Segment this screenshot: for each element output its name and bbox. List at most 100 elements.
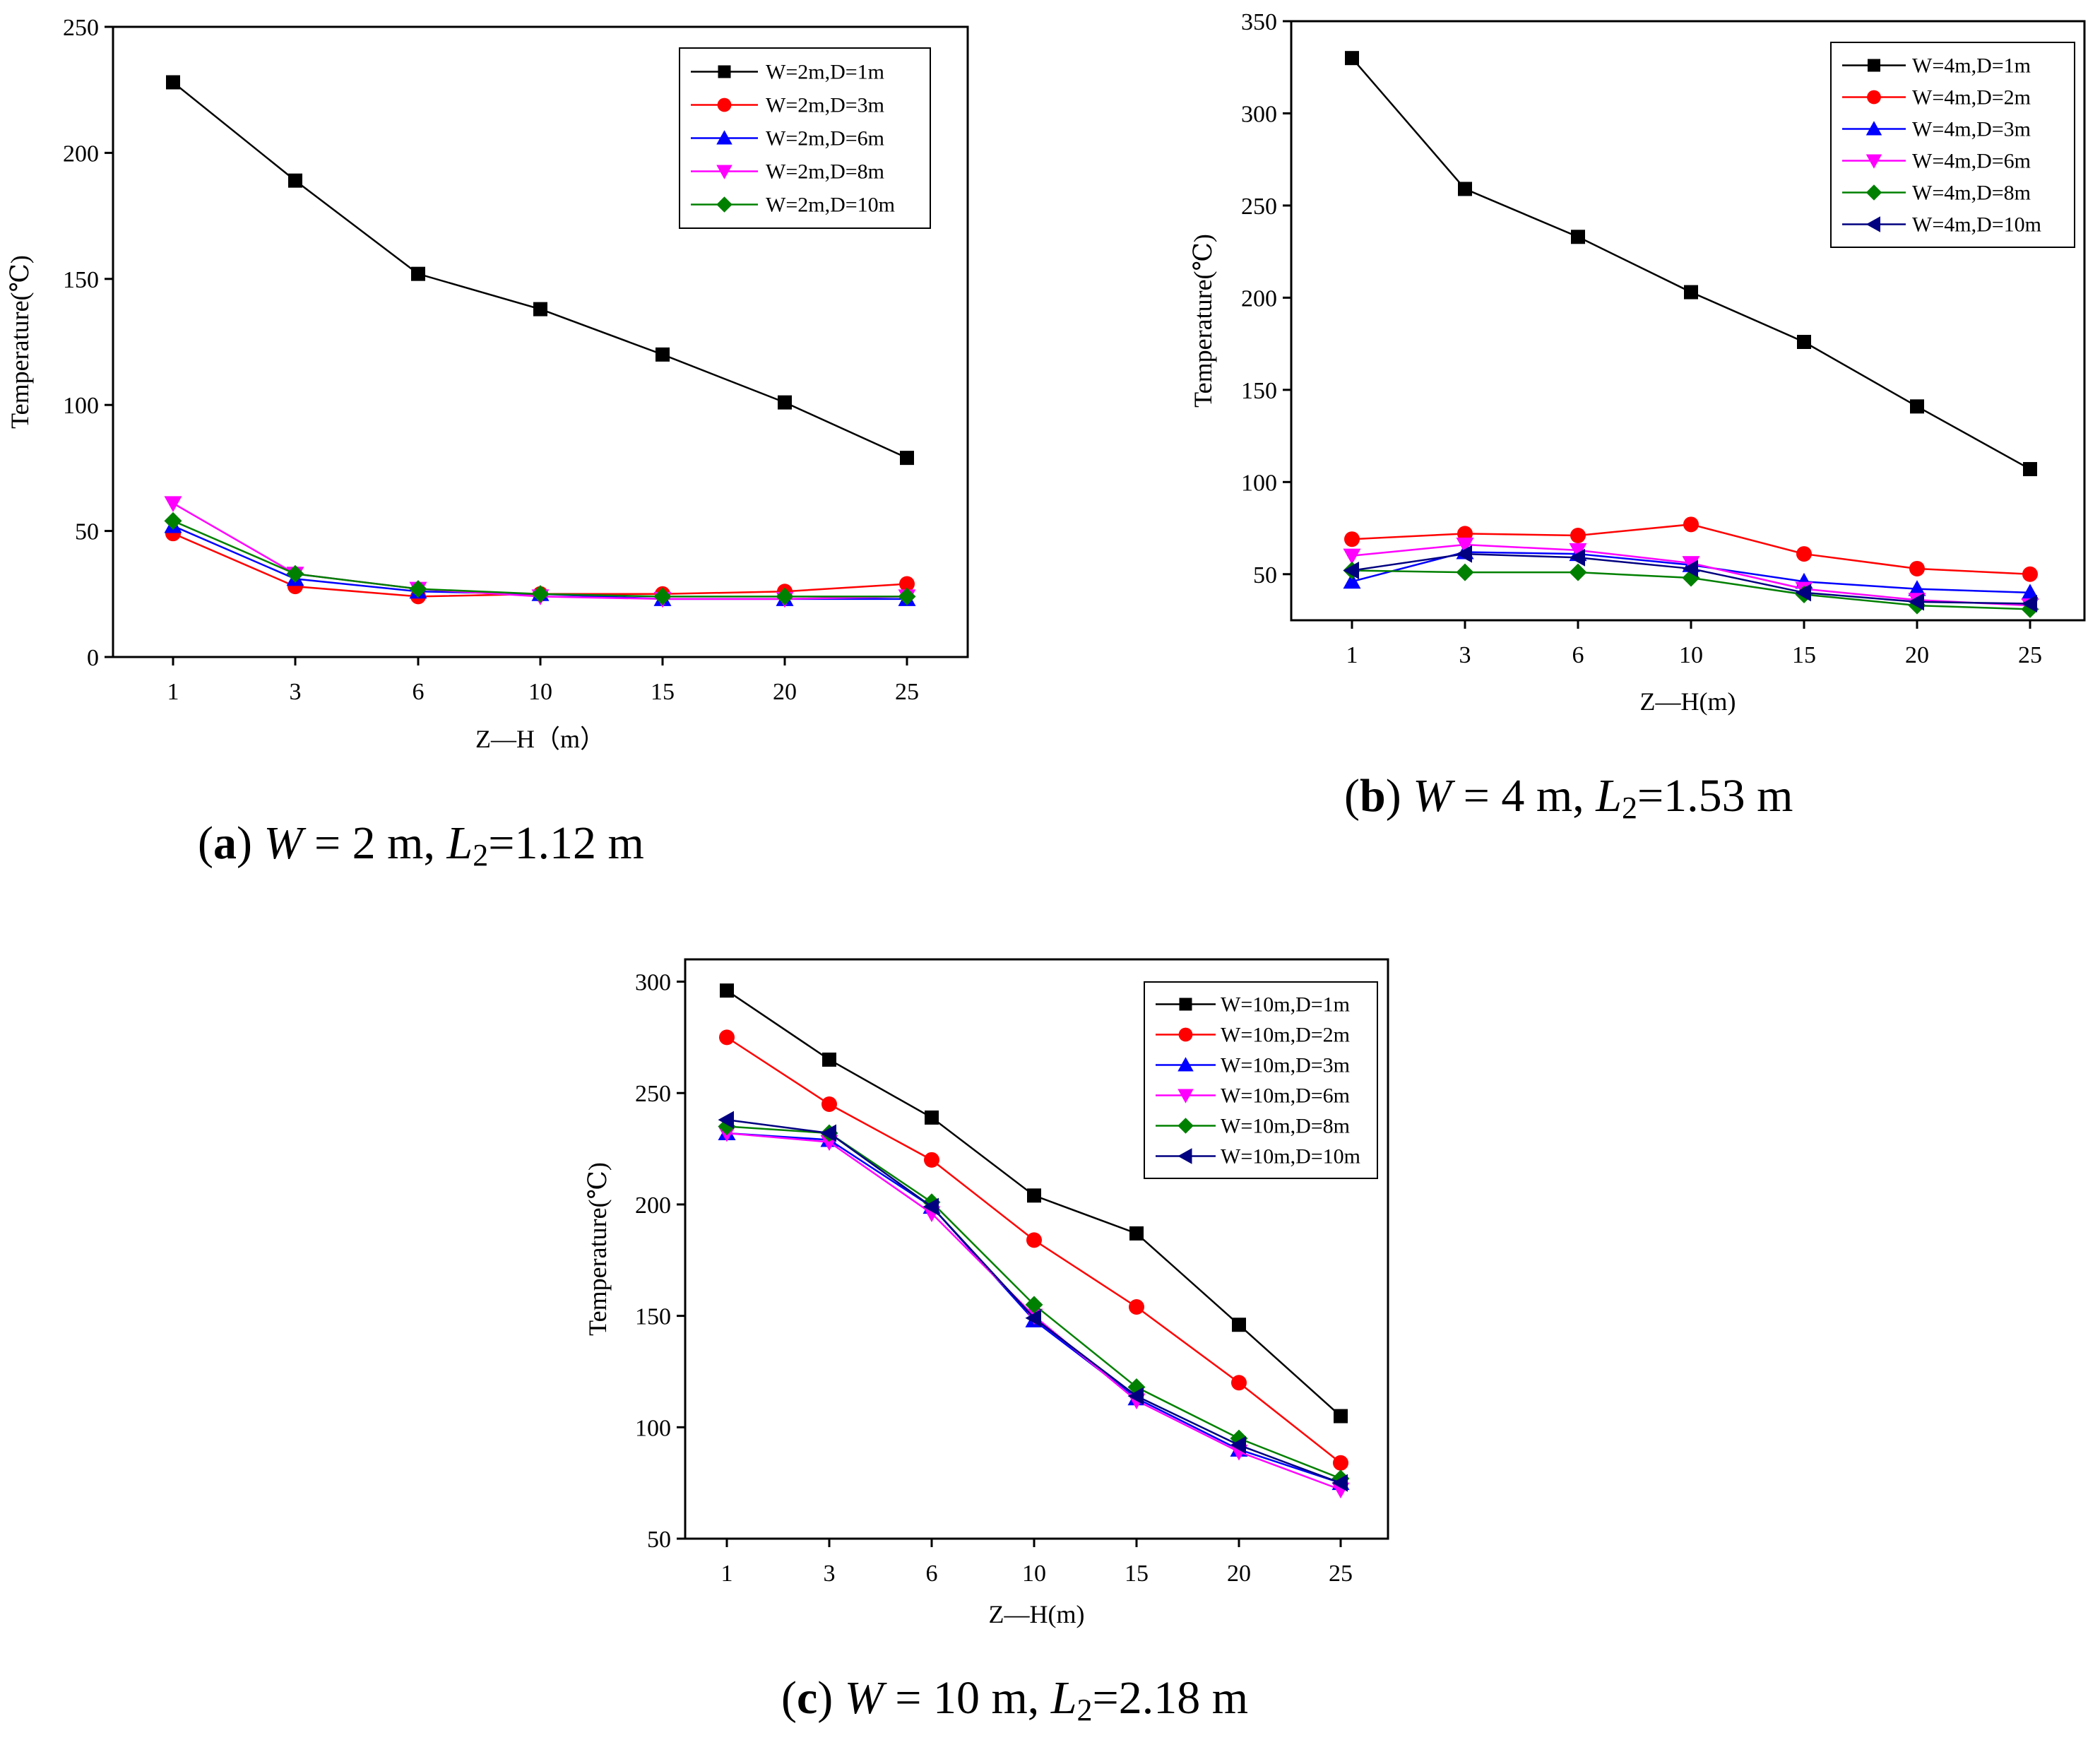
chart-panel-b: 50 100 150 200 250 300 350 1 3 6 10 15 20 25 Z—H(m) Tem…	[1189, 9, 2086, 825]
data-point	[1910, 399, 1924, 414]
legend-marker	[1865, 154, 1882, 169]
data-point	[1457, 526, 1473, 542]
legend-label: W=4m,D=3m	[1912, 118, 2031, 141]
data-point	[286, 564, 304, 583]
series-0	[166, 75, 914, 466]
legend-label: W=2m,D=1m	[766, 61, 884, 84]
y-tick-label: 50	[75, 519, 99, 545]
legend-label: W=2m,D=8m	[766, 160, 884, 184]
data-point	[164, 496, 182, 512]
y-axis-label: Temperature(℃)	[6, 255, 34, 429]
legend-marker	[716, 165, 732, 179]
data-point	[1343, 548, 1361, 565]
data-point	[1231, 1375, 1247, 1391]
legend-box	[1144, 981, 1378, 1179]
caption: (b) W = 4 m, L2=1.53 m	[1344, 770, 1793, 825]
data-point	[1230, 1436, 1246, 1455]
data-point	[1795, 584, 1811, 602]
series-1	[1344, 516, 2038, 582]
y-tick-label: 250	[63, 15, 99, 41]
series-4	[164, 511, 916, 605]
legend: W=4m,D=1m W=4m,D=2m W=4m,D=3m W=4m,D=6m W=4m…	[1830, 42, 2075, 248]
x-tick-label: 3	[290, 679, 302, 705]
x-tick-label: 15	[1125, 1561, 1149, 1587]
x-tick-label: 25	[895, 679, 919, 705]
series-line	[172, 502, 908, 600]
data-point	[720, 983, 734, 998]
x-tick-label: 25	[1329, 1561, 1353, 1587]
data-point	[1232, 1318, 1246, 1332]
data-point	[2023, 462, 2037, 477]
x-tick-label: 3	[1459, 642, 1471, 668]
legend-label: W=4m,D=2m	[1912, 86, 2031, 110]
legend: W=10m,D=1m W=10m,D=2m W=10m,D=3m W=10m,D=6m…	[1144, 981, 1378, 1179]
legend-marker	[1179, 998, 1192, 1011]
data-point	[1026, 1232, 1042, 1248]
y-tick-label: 0	[87, 645, 99, 671]
data-point	[1796, 546, 1812, 562]
data-point	[778, 395, 792, 410]
data-point	[1345, 51, 1359, 66]
data-point	[1570, 527, 1586, 543]
data-point	[1343, 572, 1361, 589]
y-tick-label: 150	[1241, 378, 1277, 404]
data-point	[2021, 584, 2039, 600]
data-point	[1129, 1226, 1144, 1241]
data-point	[1333, 1455, 1348, 1471]
data-point	[1909, 560, 1925, 576]
legend-label: W=2m,D=3m	[766, 94, 884, 117]
data-point	[1331, 1474, 1348, 1492]
data-point	[822, 1052, 836, 1067]
legend-marker	[718, 65, 731, 78]
legend-marker	[1865, 216, 1880, 232]
data-point	[1458, 182, 1472, 196]
data-point	[1127, 1387, 1144, 1405]
legend-marker	[717, 97, 732, 112]
legend-label: W=4m,D=1m	[1912, 54, 2031, 78]
x-tick-label: 10	[1022, 1561, 1046, 1587]
plot-frame	[684, 958, 1389, 1540]
y-tick-label: 50	[1253, 562, 1277, 588]
data-point	[164, 511, 182, 530]
data-point	[1683, 516, 1699, 533]
x-tick-label: 3	[824, 1561, 836, 1587]
legend-label: W=4m,D=8m	[1912, 182, 2031, 205]
data-point	[533, 302, 547, 316]
data-point	[1797, 335, 1811, 350]
legend-marker	[1865, 121, 1882, 136]
series-1	[719, 1029, 1348, 1471]
legend-label: W=10m,D=3m	[1221, 1054, 1350, 1077]
x-tick-label: 10	[528, 679, 552, 705]
x-tick-label: 1	[721, 1561, 733, 1587]
data-point	[531, 585, 550, 603]
series-0	[720, 983, 1348, 1424]
legend-marker	[1867, 90, 1881, 105]
data-point	[1456, 563, 1474, 581]
data-point	[1344, 531, 1360, 548]
data-point	[1334, 1409, 1348, 1424]
data-point	[821, 1096, 837, 1112]
data-point	[1571, 230, 1585, 244]
caption: (a) W = 2 m, L2=1.12 m	[198, 817, 644, 872]
plot-frame	[1290, 20, 2086, 622]
chart-panel-a: 0 50 100 150 200 250 1 3 6 10 15 20 25 Z—H（m） Temperat…	[6, 15, 969, 872]
y-tick-label: 100	[1241, 470, 1277, 496]
series-line	[172, 520, 907, 598]
legend-marker	[716, 130, 732, 145]
legend-marker	[1177, 1148, 1192, 1164]
data-point	[1025, 1296, 1043, 1314]
y-tick-label: 150	[63, 267, 99, 293]
data-point	[166, 75, 180, 90]
x-axis-label: Z—H(m)	[1640, 687, 1736, 716]
y-tick-label: 50	[647, 1527, 671, 1553]
data-point	[655, 347, 670, 362]
data-point	[1569, 543, 1587, 560]
data-point	[1025, 1309, 1041, 1327]
data-point	[776, 587, 794, 605]
legend-label: W=10m,D=8m	[1221, 1115, 1350, 1138]
data-point	[820, 1124, 836, 1142]
data-point	[1129, 1299, 1144, 1315]
data-point	[899, 576, 915, 592]
legend-label: W=10m,D=2m	[1221, 1024, 1350, 1047]
legend-marker	[1177, 1089, 1194, 1103]
